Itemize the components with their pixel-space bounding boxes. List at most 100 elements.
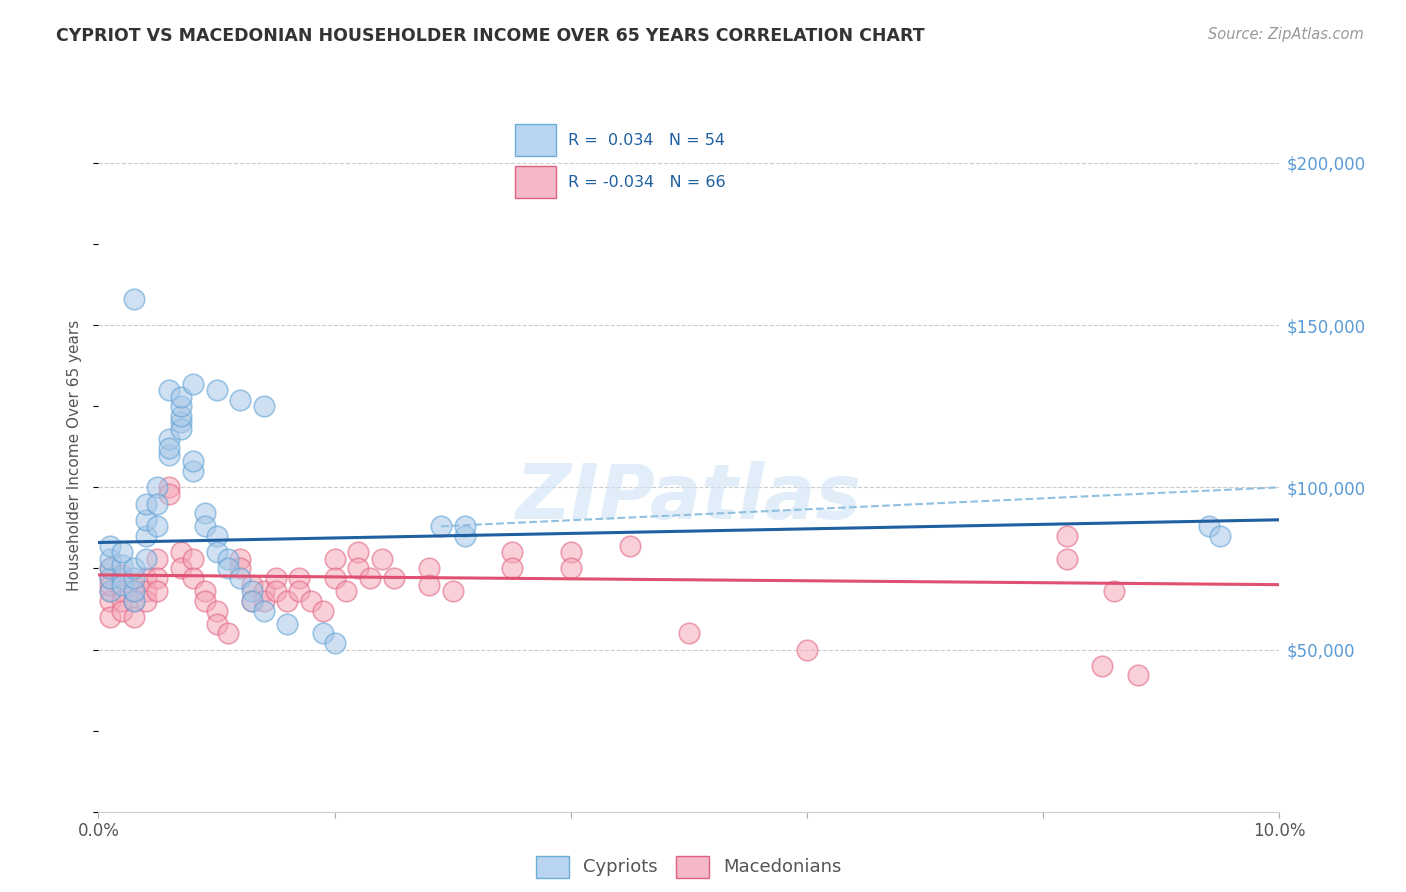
Point [205, 545, 228, 559]
Point [157, 442, 180, 456]
Point [122, 584, 145, 599]
Point [122, 571, 145, 585]
Point [157, 480, 180, 494]
Point [146, 551, 169, 566]
Point [240, 584, 263, 599]
Point [217, 561, 239, 575]
Point [135, 529, 157, 543]
Point [170, 561, 193, 575]
Point [122, 577, 145, 591]
Point [323, 571, 346, 585]
Point [240, 577, 263, 591]
Point [181, 376, 204, 391]
Point [1198, 519, 1220, 533]
Point [111, 545, 134, 559]
Point [135, 571, 157, 585]
Point [253, 584, 276, 599]
Point [229, 561, 252, 575]
Point [229, 392, 252, 407]
Point [253, 594, 276, 608]
Point [135, 551, 157, 566]
Point [194, 519, 217, 533]
Point [312, 604, 335, 618]
Point [98, 584, 121, 599]
Point [335, 584, 357, 599]
Text: R =  0.034   N = 54: R = 0.034 N = 54 [568, 133, 725, 147]
Point [122, 594, 145, 608]
Point [98, 561, 121, 575]
Point [229, 551, 252, 566]
Point [98, 577, 121, 591]
Point [359, 571, 381, 585]
Point [253, 399, 276, 413]
Point [501, 561, 523, 575]
Point [122, 610, 145, 624]
Point [135, 594, 157, 608]
Point [205, 616, 228, 631]
Point [430, 519, 453, 533]
Point [170, 390, 193, 404]
Point [560, 545, 582, 559]
Point [122, 292, 145, 306]
Point [157, 487, 180, 501]
Text: ZIPatlas: ZIPatlas [516, 461, 862, 534]
Point [276, 594, 298, 608]
Point [323, 636, 346, 650]
Point [181, 464, 204, 478]
Point [98, 571, 121, 585]
Point [288, 571, 311, 585]
Text: R = -0.034   N = 66: R = -0.034 N = 66 [568, 176, 725, 190]
Point [1056, 529, 1078, 543]
Point [181, 454, 204, 468]
Point [205, 604, 228, 618]
Point [122, 561, 145, 575]
Y-axis label: Householder Income Over 65 years: Householder Income Over 65 years [67, 319, 83, 591]
Point [111, 558, 134, 573]
Point [1209, 529, 1232, 543]
Point [170, 545, 193, 559]
Point [170, 399, 193, 413]
Point [122, 594, 145, 608]
Point [1091, 658, 1114, 673]
Point [135, 513, 157, 527]
Point [678, 626, 700, 640]
Point [135, 497, 157, 511]
Point [560, 561, 582, 575]
Point [146, 571, 169, 585]
Point [181, 551, 204, 566]
Point [229, 571, 252, 585]
Point [371, 551, 394, 566]
Point [111, 594, 134, 608]
Point [111, 571, 134, 585]
Point [194, 594, 217, 608]
Point [1056, 551, 1078, 566]
Text: CYPRIOT VS MACEDONIAN HOUSEHOLDER INCOME OVER 65 YEARS CORRELATION CHART: CYPRIOT VS MACEDONIAN HOUSEHOLDER INCOME… [56, 27, 925, 45]
Point [382, 571, 405, 585]
Point [111, 584, 134, 599]
Point [157, 448, 180, 462]
Point [157, 383, 180, 397]
Point [253, 604, 276, 618]
Point [418, 561, 440, 575]
Point [146, 584, 169, 599]
Point [264, 584, 287, 599]
Point [98, 551, 121, 566]
Point [181, 571, 204, 585]
Point [98, 561, 121, 575]
Point [111, 568, 134, 582]
Point [619, 539, 641, 553]
Point [240, 594, 263, 608]
Point [323, 551, 346, 566]
FancyBboxPatch shape [516, 124, 555, 156]
Point [501, 545, 523, 559]
Point [347, 561, 370, 575]
Point [135, 584, 157, 599]
Point [276, 616, 298, 631]
Point [288, 584, 311, 599]
Point [170, 422, 193, 436]
Point [1102, 584, 1125, 599]
Point [98, 584, 121, 599]
Point [98, 594, 121, 608]
Point [98, 571, 121, 585]
Point [205, 529, 228, 543]
